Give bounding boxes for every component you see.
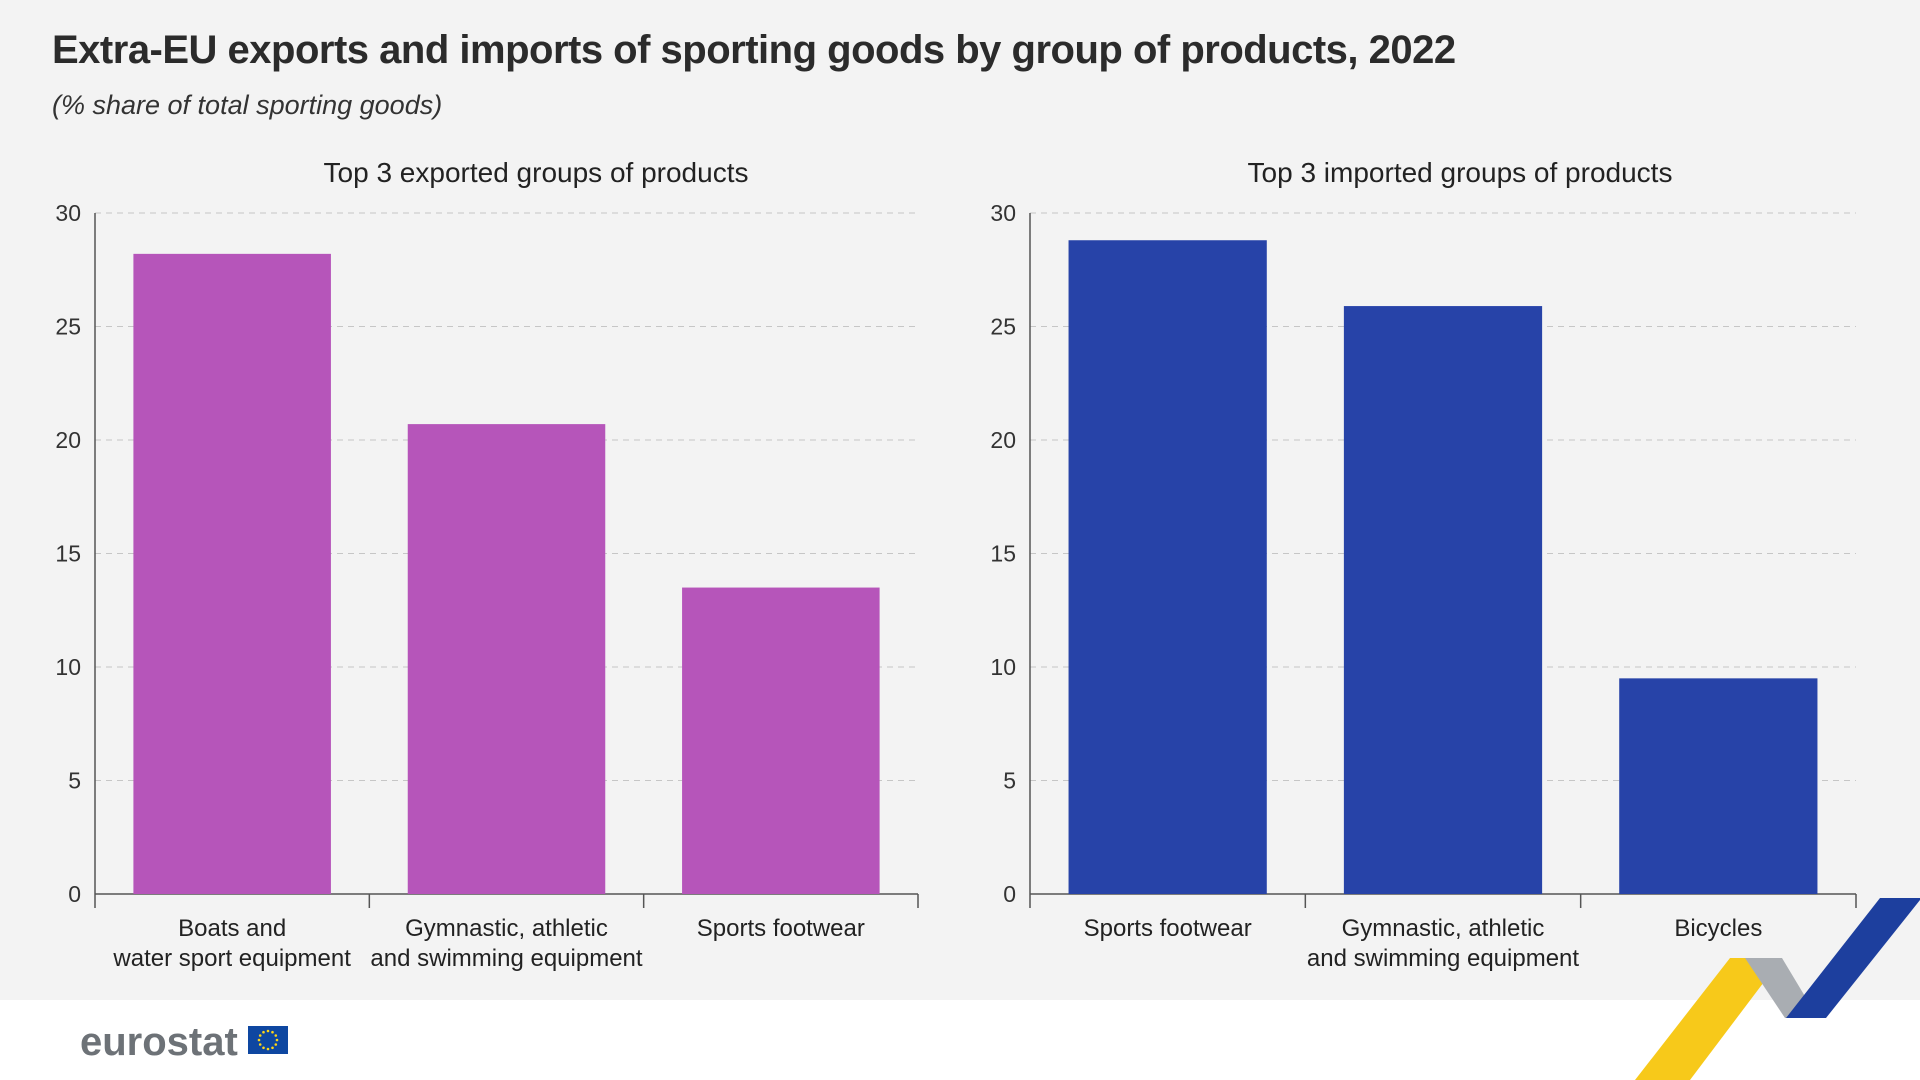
import-y-tick-label: 10: [990, 654, 1016, 680]
eu-star-icon: [258, 1043, 262, 1046]
import-bar-2: [1343, 306, 1543, 894]
eu-stars-icon: [257, 1029, 279, 1051]
export-y-tick-label: 25: [55, 314, 81, 340]
imports-chart: Top 3 imported groups of products 0 5 10 15 2…: [990, 157, 1857, 972]
export-chart-title: Top 3 exported groups of products: [324, 157, 749, 188]
export-bar-2: [407, 424, 606, 894]
exports-chart: Top 3 exported groups of products 0 5 10 15 2…: [55, 157, 919, 972]
export-y-tick-label: 5: [68, 768, 81, 794]
eu-star-icon: [262, 1030, 265, 1034]
eu-star-icon: [274, 1043, 278, 1046]
eurostat-logo: eurostat: [80, 1020, 288, 1064]
import-category-label: Gymnastic, athletic and swimming equipmen…: [1307, 915, 1579, 972]
export-bar-1: [133, 253, 331, 895]
eu-star-icon: [258, 1034, 262, 1037]
page-title: Extra-EU exports and imports of sporting…: [52, 28, 1456, 72]
import-bar-3: [1619, 678, 1818, 894]
import-bar-1: [1068, 240, 1267, 895]
import-chart-title: Top 3 imported groups of products: [1248, 157, 1673, 188]
import-y-tick-label: 30: [990, 200, 1016, 226]
eurostat-logo-text: eurostat: [80, 1020, 238, 1064]
eu-star-icon: [266, 1029, 270, 1033]
import-y-tick-label: 5: [1003, 768, 1016, 794]
eu-star-icon: [271, 1046, 274, 1050]
eu-star-icon: [275, 1038, 279, 1042]
export-bar-3: [682, 587, 880, 894]
export-y-tick-label: 30: [55, 200, 81, 226]
eu-star-icon: [271, 1030, 274, 1034]
import-category-label: Sports footwear: [1084, 915, 1252, 942]
import-category-label: Bicycles: [1674, 915, 1762, 942]
footer-band: [0, 1000, 1920, 1080]
eu-star-icon: [262, 1046, 265, 1050]
eu-star-icon: [257, 1038, 261, 1042]
page-subtitle: (% share of total sporting goods): [52, 90, 443, 120]
export-category-label: Sports footwear: [697, 915, 865, 942]
export-y-tick-label: 20: [55, 427, 81, 453]
export-category-label: Gymnastic, athletic and swimming equipmen…: [370, 915, 642, 972]
export-y-tick-label: 0: [68, 881, 81, 907]
decorative-ribbon: [1635, 898, 1920, 1080]
export-y-tick-label: 10: [55, 654, 81, 680]
import-y-tick-label: 15: [990, 541, 1016, 567]
import-y-tick-label: 20: [990, 427, 1016, 453]
export-category-label: Boats and water sport equipment: [112, 915, 351, 972]
import-y-tick-label: 0: [1003, 881, 1016, 907]
ribbon-blue-shape: [1786, 898, 1920, 1018]
export-y-tick-label: 15: [55, 541, 81, 567]
ribbon-yellow-shape: [1635, 958, 1782, 1080]
eu-star-icon: [274, 1034, 278, 1037]
eu-star-icon: [266, 1047, 270, 1051]
import-y-tick-label: 25: [990, 314, 1016, 340]
